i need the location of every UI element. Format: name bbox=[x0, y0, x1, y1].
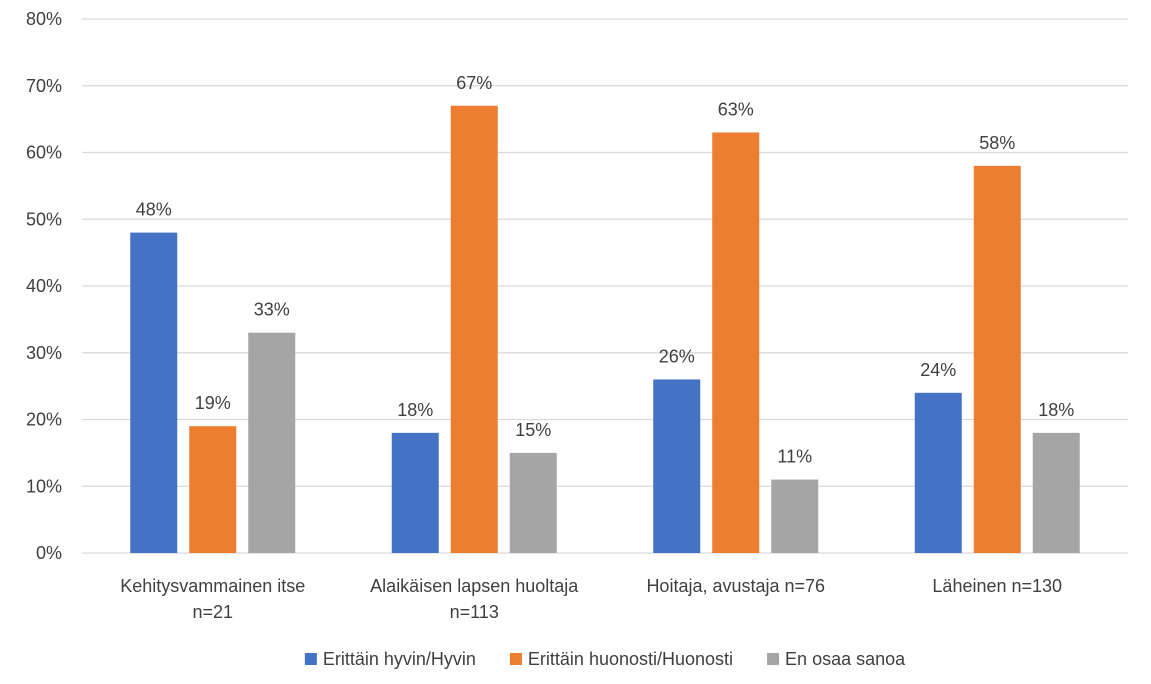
y-tick-label: 10% bbox=[26, 476, 62, 496]
bar bbox=[189, 426, 237, 553]
legend-swatch bbox=[767, 653, 780, 665]
data-label: 15% bbox=[515, 420, 551, 440]
bar bbox=[973, 165, 1021, 553]
x-category-label: Hoitaja, avustaja n=76 bbox=[646, 576, 825, 596]
data-label: 18% bbox=[397, 400, 433, 420]
x-category-label: n=113 bbox=[450, 602, 499, 622]
bar bbox=[450, 105, 498, 554]
gridlines bbox=[82, 18, 1128, 554]
data-label: 18% bbox=[1038, 400, 1074, 420]
x-axis: Kehitysvammainen itse n=21 Alaikäisen laps… bbox=[120, 576, 1062, 622]
legend-item: Erittäin huonosti/Huonosti bbox=[509, 649, 733, 669]
legend-label: En osaa sanoa bbox=[785, 649, 906, 669]
data-label: 19% bbox=[195, 393, 231, 413]
data-label: 63% bbox=[718, 99, 754, 119]
y-tick-label: 0% bbox=[36, 543, 62, 563]
bar bbox=[653, 379, 701, 553]
bar bbox=[130, 232, 178, 553]
y-tick-label: 60% bbox=[26, 143, 62, 163]
legend-swatch bbox=[509, 653, 522, 665]
data-label: 48% bbox=[136, 200, 172, 220]
legend-item: Erittäin hyvin/Hyvin bbox=[304, 649, 476, 669]
x-category-label: n=21 bbox=[192, 602, 233, 622]
bar bbox=[914, 392, 962, 553]
x-category-label: Läheinen n=130 bbox=[932, 576, 1062, 596]
bar bbox=[248, 332, 296, 553]
y-tick-label: 50% bbox=[26, 209, 62, 229]
legend-label: Erittäin huonosti/Huonosti bbox=[528, 649, 733, 669]
bar bbox=[509, 452, 557, 553]
data-label: 67% bbox=[456, 73, 492, 93]
data-label: 58% bbox=[979, 133, 1015, 153]
x-category-label: Alaikäisen lapsen huoltaja bbox=[370, 576, 579, 596]
bars bbox=[130, 105, 1080, 554]
bar bbox=[712, 132, 760, 553]
y-tick-label: 30% bbox=[26, 343, 62, 363]
y-tick-label: 70% bbox=[26, 76, 62, 96]
data-label: 24% bbox=[920, 360, 956, 380]
y-axis: 0% 10% 20% 30% 40% 50% 60% 70% 80% bbox=[26, 9, 62, 563]
data-labels: 48% 18% 26% 24% 19% 67% 63% 58% 33% 15% 11% 18% bbox=[136, 73, 1075, 467]
data-label: 26% bbox=[659, 346, 695, 366]
legend-label: Erittäin hyvin/Hyvin bbox=[323, 649, 476, 669]
y-tick-label: 20% bbox=[26, 410, 62, 430]
data-label: 33% bbox=[254, 300, 290, 320]
data-label: 11% bbox=[777, 447, 812, 467]
bar bbox=[1032, 432, 1080, 553]
y-tick-label: 80% bbox=[26, 9, 62, 29]
y-tick-label: 40% bbox=[26, 276, 62, 296]
bar bbox=[771, 479, 819, 553]
x-category-label: Kehitysvammainen itse bbox=[120, 576, 305, 596]
bar bbox=[391, 432, 439, 553]
legend: Erittäin hyvin/Hyvin Erittäin huonosti/Hu… bbox=[304, 649, 906, 669]
legend-item: En osaa sanoa bbox=[767, 649, 906, 669]
legend-swatch bbox=[304, 653, 317, 665]
